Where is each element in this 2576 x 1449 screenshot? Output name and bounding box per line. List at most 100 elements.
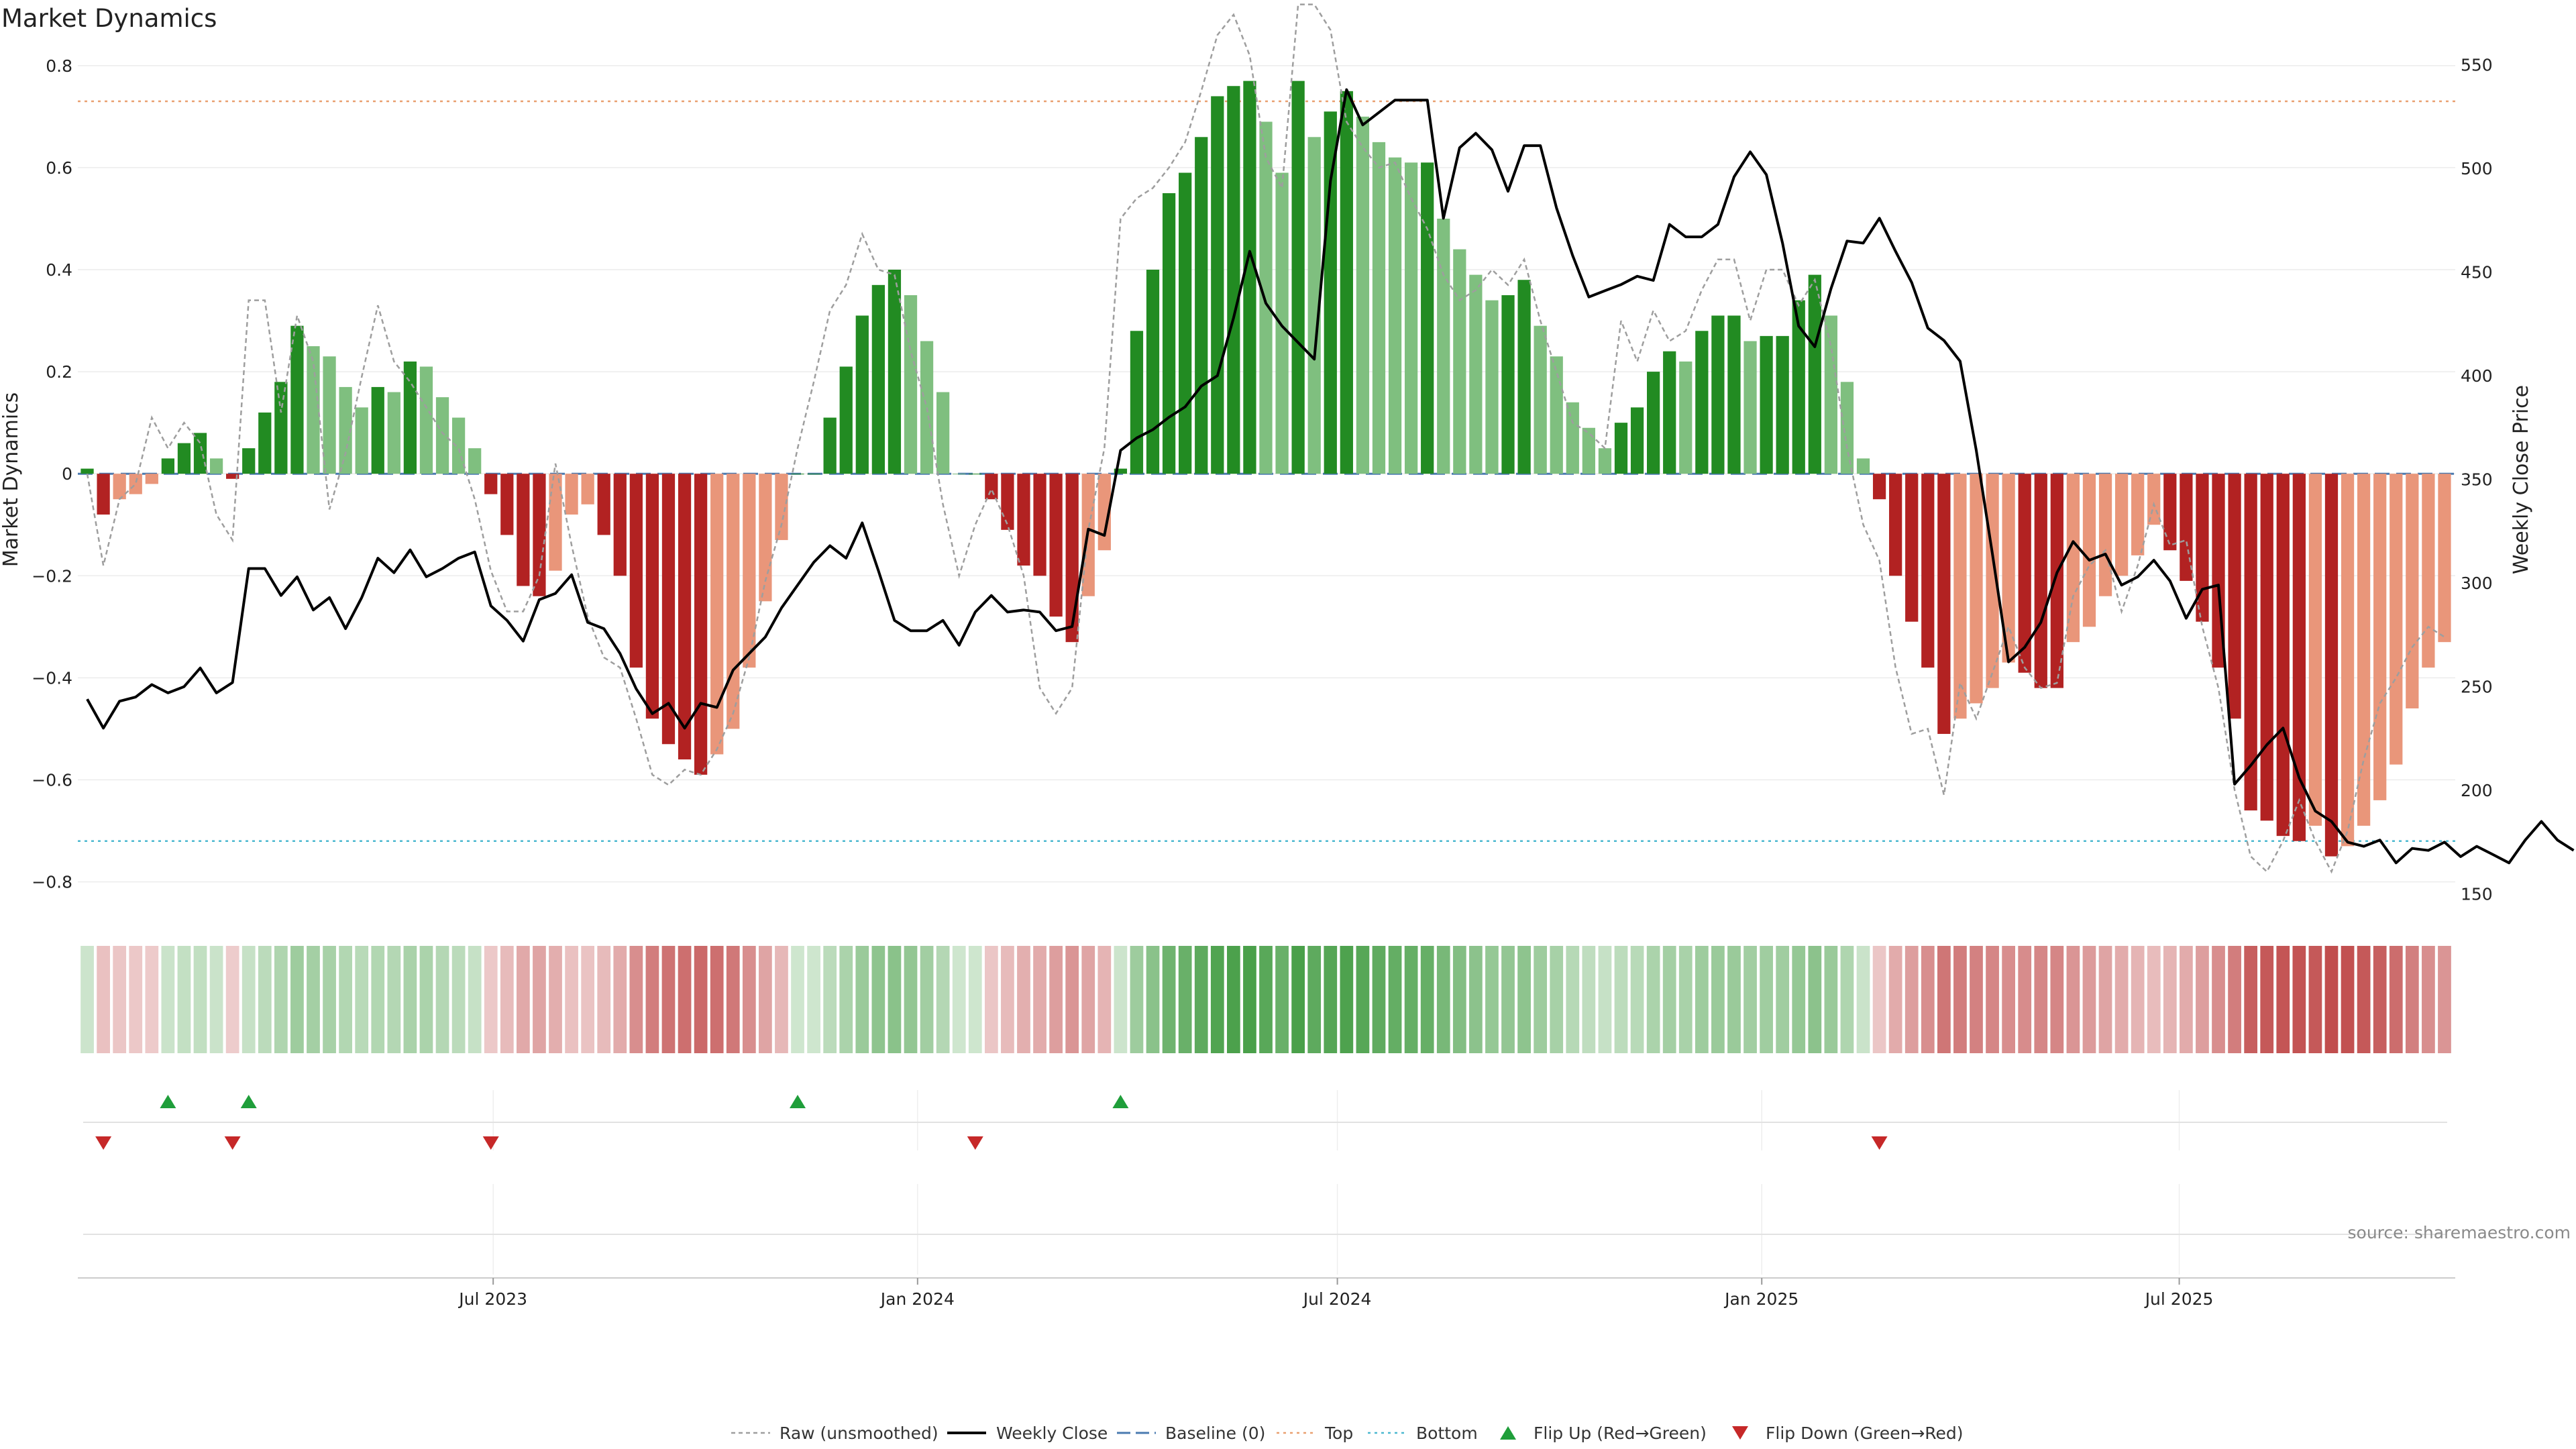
state-cell [1130,946,1144,1053]
state-cell [936,946,950,1053]
dynamics-bar [727,474,740,729]
y-tick-label: −0.8 [32,873,72,892]
state-cell [484,946,498,1053]
state-cell [742,946,756,1053]
state-cell [1356,946,1370,1053]
state-cell [517,946,530,1053]
flip-markers-panel [83,1090,2447,1275]
dynamics-bar [936,392,950,474]
state-cell [241,946,256,1053]
state-cell [290,946,304,1053]
dynamics-bar [1566,402,1579,474]
state-cell [2180,946,2193,1053]
dynamics-bar [1970,474,1983,704]
state-cell [2196,946,2209,1053]
state-cell [1404,946,1418,1053]
dynamics-bar [2002,474,2015,663]
date-tick-label: Jul 2024 [1302,1289,1372,1309]
dynamics-bar [2276,474,2290,837]
state-cell [2163,946,2177,1053]
dynamics-bar [1517,280,1531,474]
state-cell [1937,946,1951,1053]
dynamics-bar [161,458,175,474]
state-cell [1210,946,1224,1053]
y-tick-label: 0.2 [46,362,72,382]
dynamics-bar [274,382,288,474]
dynamics-bar [1179,172,1192,474]
flip-down-marker [224,1136,241,1150]
state-cell [2228,946,2241,1053]
state-cell [1162,946,1176,1053]
y-tick-label: 0 [62,464,72,484]
state-cell [597,946,611,1053]
state-cell [1452,946,1466,1053]
state-strip [80,946,2451,1053]
dynamics-bar [1630,407,1644,474]
state-cell [2389,946,2403,1053]
dynamics-bar [871,284,885,474]
dynamics-bar [1582,427,1595,474]
dynamics-bar [888,270,902,474]
legend-label: Flip Up (Red→Green) [1534,1424,1707,1443]
dynamics-bar [2373,474,2387,800]
state-cell [129,946,143,1053]
state-cell [1856,946,1870,1053]
state-cell [1324,946,1338,1053]
dynamics-bar [1776,335,1789,474]
dynamics-bar [1259,121,1273,474]
dynamics-bar [1388,157,1402,474]
dynamics-bar [145,474,158,484]
state-cell [1017,946,1030,1053]
state-cell [1146,946,1160,1053]
y2-tick-label: 300 [2461,574,2493,593]
dynamics-bar [2292,474,2306,841]
state-cell [1986,946,1999,1053]
state-cell [1114,946,1128,1053]
state-cell [533,946,546,1053]
dynamics-bar [258,412,272,474]
state-cell [645,946,659,1053]
dynamics-bar [290,325,304,474]
dynamics-bar [694,474,708,775]
state-cell [1760,946,1773,1053]
state-cell [1388,946,1402,1053]
dynamics-bar [129,474,142,494]
y2-tick-label: 200 [2461,781,2493,800]
state-cell [549,946,562,1053]
state-cell [2422,946,2435,1053]
state-cell [2114,946,2129,1053]
state-cell [565,946,578,1053]
source-text: source: sharemaestro.com [2348,1223,2571,1242]
dynamics-bar [500,474,514,535]
dynamics-bar [1856,458,1870,474]
state-cell [2082,946,2096,1053]
state-cell [1630,946,1644,1053]
dynamics-bar [2357,474,2371,826]
dynamics-bar [1905,474,1919,622]
legend-flip-up-swatch [1500,1426,1516,1440]
state-cell [1953,946,1967,1053]
y-tick-label: 0.6 [46,158,72,178]
state-cell [193,946,207,1053]
state-cell [1436,946,1450,1053]
dynamics-bar [2390,474,2403,765]
dynamics-bar [2438,474,2451,643]
dynamics-bar [339,386,352,474]
dynamics-bar [1146,270,1160,474]
dynamics-bar [403,361,417,474]
legend-flip-down-swatch [1732,1426,1748,1440]
dynamics-bar [759,474,772,602]
dynamics-bar [1291,80,1305,474]
dynamics-bar [1614,423,1628,474]
dynamics-bar [565,474,578,515]
state-cell [97,946,110,1053]
state-cell [2276,946,2290,1053]
dynamics-bar [775,474,788,541]
dynamics-bar [242,448,256,474]
dynamics-bar [2098,474,2112,596]
y2-tick-label: 150 [2461,885,2493,904]
state-cell [2212,946,2225,1053]
dynamics-bar [1130,331,1144,474]
dynamics-bar [1711,315,1725,474]
dynamics-bar [581,474,594,504]
